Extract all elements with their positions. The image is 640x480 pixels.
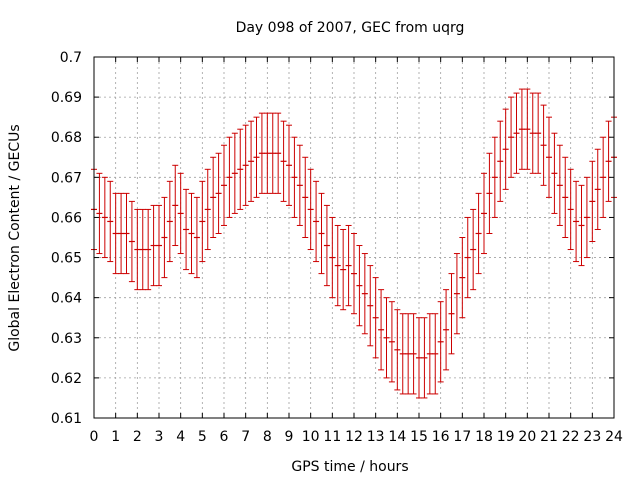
y-tick-labels: 0.61 0.62 0.63 0.64 0.65 0.66 0.67 0.68 0.69 0.7 [51,50,82,427]
plot-frame [93,56,615,419]
y-tick-label: 0.69 [51,90,82,106]
y-tick-label: 0.61 [51,411,82,427]
y-tick-label: 0.65 [51,251,82,267]
y-tick-label: 0.62 [51,371,82,387]
y-tick-label: 0.64 [51,291,82,307]
x-tick-label: 11 [323,429,341,445]
y-tick-label: 0.67 [51,170,82,186]
y-axis-label: Global Electron Content / GECUs [7,124,23,351]
x-tick-label: 19 [497,429,515,445]
x-tick-label: 16 [432,429,450,445]
data-points [91,128,617,359]
x-tick-label: 15 [410,429,428,445]
x-tick-label: 22 [562,429,580,445]
x-tick-label: 21 [540,429,558,445]
x-tick-label: 23 [583,429,601,445]
x-tick-label: 24 [605,429,623,445]
x-tick-label: 18 [475,429,493,445]
y-tick-label: 0.68 [51,130,82,146]
y-tick-label: 0.63 [51,331,82,347]
x-tick-label: 13 [367,429,385,445]
x-tick-label: 12 [345,429,363,445]
x-tick-label: 20 [518,429,536,445]
x-axis-label: GPS time / hours [291,459,408,475]
x-tick-label: 17 [453,429,471,445]
axis-ticks [93,56,615,419]
x-tick-label: 5 [198,429,207,445]
x-tick-label: 1 [111,429,120,445]
x-tick-label: 10 [302,429,320,445]
x-tick-label: 6 [220,429,229,445]
x-tick-label: 7 [241,429,250,445]
x-tick-labels: 0 1 2 3 4 5 6 7 8 9 10 11 12 13 14 15 16 17 18 19 20 21 22 23 24 [90,429,623,445]
x-tick-label: 9 [285,429,294,445]
x-tick-label: 8 [263,429,272,445]
x-tick-label: 3 [155,429,164,445]
x-tick-label: 0 [90,429,99,445]
x-tick-label: 2 [133,429,142,445]
chart-title: Day 098 of 2007, GEC from uqrg [236,20,465,36]
y-tick-label: 0.7 [60,50,82,66]
y-tick-label: 0.66 [51,210,82,226]
x-tick-label: 14 [388,429,406,445]
x-tick-label: 4 [176,429,185,445]
